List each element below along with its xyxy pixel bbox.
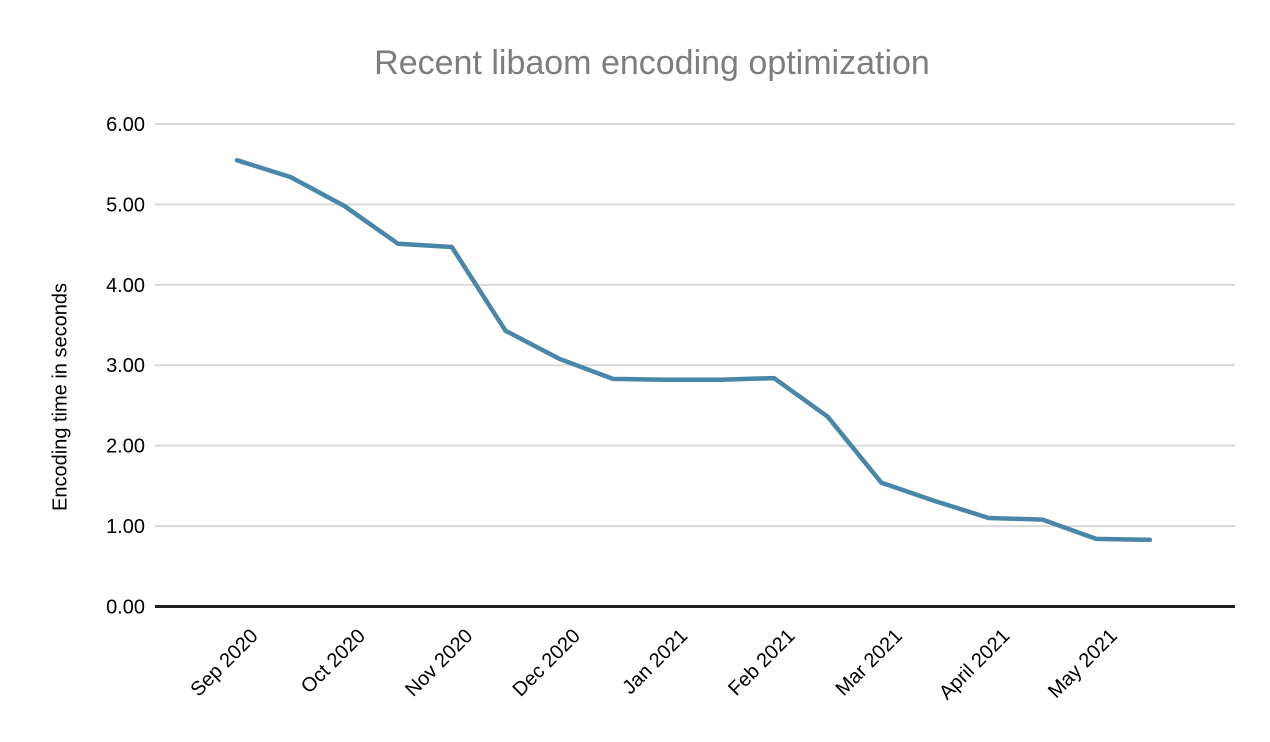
x-tick-label: Nov 2020	[401, 625, 477, 701]
y-tick-label: 2.00	[106, 436, 145, 458]
x-tick-label: Feb 2021	[724, 625, 799, 700]
y-tick-label: 4.00	[106, 275, 145, 297]
series-line-encoding-time[interactable]	[234, 157, 1153, 543]
x-tick-label: May 2021	[1044, 625, 1122, 703]
y-tick-label: 0.00	[106, 597, 145, 619]
x-tick-label: Dec 2020	[509, 625, 585, 701]
chart-title: Recent libaom encoding optimization	[374, 44, 930, 82]
x-tick-label: Jan 2021	[618, 625, 692, 699]
x-tick-label: Oct 2020	[297, 625, 370, 698]
x-tick-label: Mar 2021	[832, 625, 907, 700]
x-tick-label: April 2021	[935, 625, 1014, 704]
y-tick-label: 1.00	[106, 516, 145, 538]
y-tick-label: 3.00	[106, 355, 145, 377]
y-tick-label: 6.00	[106, 114, 145, 136]
y-tick-label: 5.00	[106, 194, 145, 216]
x-tick-label: Sep 2020	[186, 625, 262, 701]
